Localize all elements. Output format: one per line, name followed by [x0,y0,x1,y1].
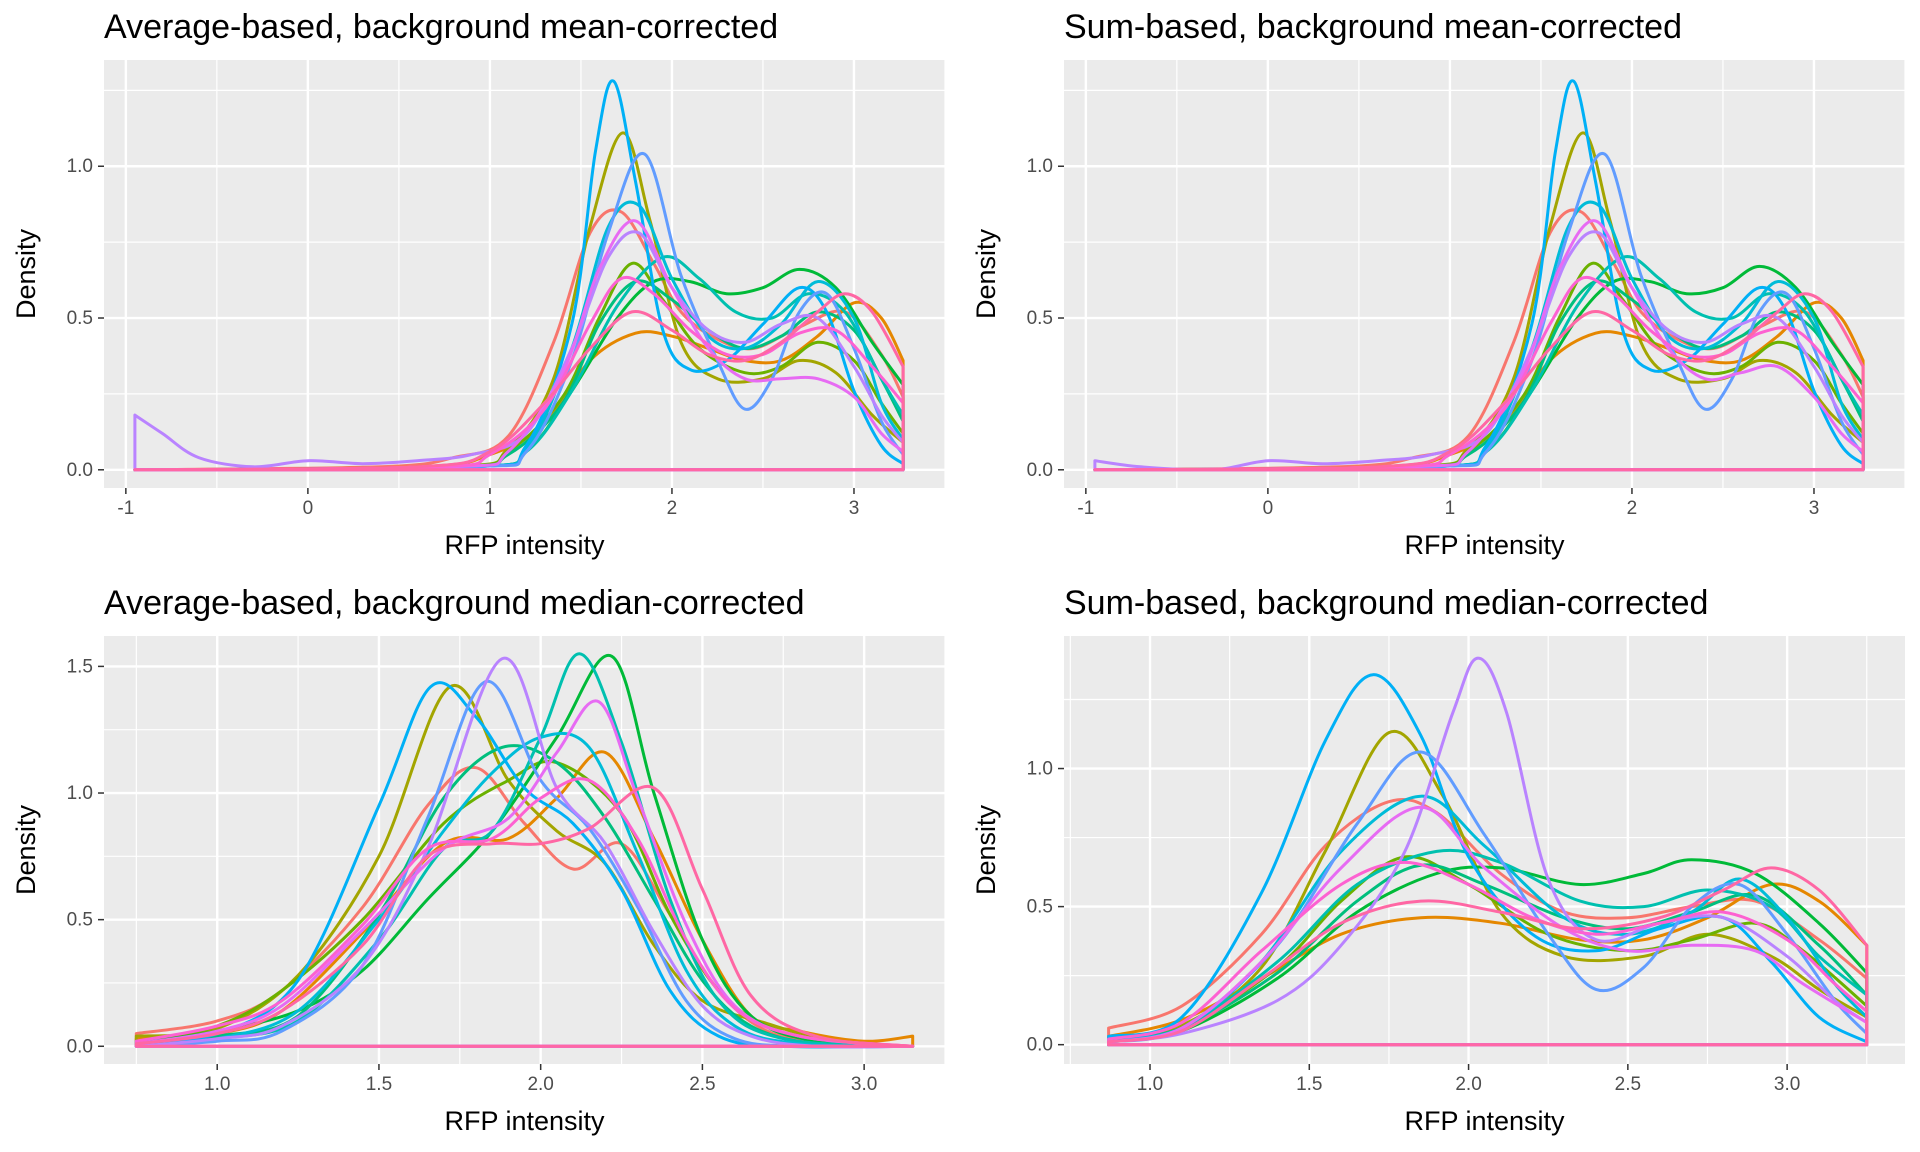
panel-average-median: Average-based, background median-correct… [0,576,960,1152]
density-curve-10 [134,680,915,1049]
density-curve-13 [1093,275,1865,472]
y-tick-label: 0.5 [67,910,93,931]
density-curve-9 [133,79,905,472]
y-axis-title: Density [971,804,1001,895]
density-curve-12 [1093,219,1865,472]
y-axis-title: Density [971,228,1001,319]
density-curve-9 [134,681,915,1049]
y-axis-title: Density [11,228,41,319]
y-tick-label: 0.0 [67,1036,93,1057]
x-tick-label: 0 [303,498,314,519]
density-curve-11 [133,230,905,472]
panel-title: Sum-based, background mean-corrected [1064,8,1682,46]
density-curve-13 [133,275,905,472]
y-tick-label: 0.5 [67,308,93,329]
x-tick-label: -1 [117,498,134,519]
x-tick-label: 1 [1445,498,1456,519]
x-tick-label: 0 [1263,498,1274,519]
y-tick-label: 1.5 [67,656,93,677]
y-axis-title: Density [11,804,41,895]
x-tick-label: 3.0 [851,1074,877,1095]
series-group [1093,79,1865,472]
x-axis-title: RFP intensity [1404,530,1565,560]
x-tick-label: 3.0 [1774,1074,1800,1095]
x-tick-label: 1.5 [1296,1074,1322,1095]
x-tick-label: 1.0 [1137,1074,1163,1095]
density-curve-12 [134,699,915,1048]
y-tick-label: 0.0 [1027,1035,1053,1056]
panel-sum-mean: Sum-based, background mean-corrected -1 0… [960,0,1920,576]
y-tick-label: 1.0 [67,156,93,177]
density-curve-9 [1093,79,1865,472]
y-tick-label: 0.0 [67,460,93,481]
y-tick-label: 1.0 [1027,156,1053,177]
panel-sum-median: Sum-based, background median-corrected 1… [960,576,1920,1152]
x-tick-label: 1.5 [366,1074,392,1095]
y-tick-label: 0.0 [1027,460,1053,481]
x-tick-label: 2.0 [527,1074,553,1095]
x-axis-title: RFP intensity [1404,1106,1565,1136]
density-curve-14 [1093,292,1865,472]
density-curve-12 [133,219,905,472]
density-curve-14 [134,784,915,1048]
density-curve-12 [1107,805,1869,1047]
panel-title: Average-based, background mean-corrected [104,8,779,46]
density-curve-13 [1107,860,1869,1047]
density-curve-5 [1107,858,1869,1047]
density-curve-11 [1093,230,1865,472]
y-tick-label: 0.5 [1027,897,1053,918]
density-curve-11 [1107,656,1869,1047]
density-curve-13 [134,777,915,1048]
y-tick-label: 1.0 [1027,759,1053,780]
x-tick-label: 1 [485,498,496,519]
plot-background [104,60,945,488]
density-curve-9 [1107,673,1869,1047]
plot-background [104,636,945,1064]
x-axis-title: RFP intensity [444,1106,605,1136]
y-tick-label: 0.5 [1027,308,1053,329]
density-curve-3 [134,683,915,1048]
x-tick-label: 1.0 [204,1074,230,1095]
series-group [1107,656,1869,1047]
x-tick-label: -1 [1077,498,1094,519]
x-tick-label: 3 [849,498,860,519]
density-plot: -1 0 1 2 3 0.0 0.5 1.0 RFP intensity Density [971,60,1906,560]
x-tick-label: 2.0 [1455,1074,1481,1095]
x-tick-label: 2.5 [689,1074,715,1095]
density-plot: -1 0 1 2 3 0.0 0.5 1.0 RFP intensity Density [11,60,946,560]
panel-title: Average-based, background median-correct… [104,584,805,622]
plot-background [1064,60,1905,488]
x-axis-title: RFP intensity [444,530,605,560]
density-curve-7 [134,652,915,1048]
density-curve-10 [133,152,905,472]
x-tick-label: 2 [1627,498,1638,519]
density-plot: 1.0 1.5 2.0 2.5 3.0 0.0 0.5 1.0 1.5 RFP intensity… [11,636,946,1136]
panel-average-mean: Average-based, background mean-corrected… [0,0,960,576]
series-group [133,79,905,472]
x-tick-label: 2 [667,498,678,519]
y-tick-label: 1.0 [67,783,93,804]
x-tick-label: 2.5 [1615,1074,1641,1095]
density-curve-14 [133,292,905,472]
series-group [134,652,915,1049]
density-curve-10 [1093,152,1865,472]
density-curve-11 [134,656,915,1049]
density-plot: 1.0 1.5 2.0 2.5 3.0 0.0 0.5 1.0 RFP intensity Den… [971,636,1905,1136]
density-curve-1 [1107,797,1869,1047]
density-curve-7 [1107,848,1869,1047]
x-tick-label: 3 [1809,498,1820,519]
panel-title: Sum-based, background median-corrected [1064,584,1709,622]
density-curve-14 [1107,866,1869,1047]
